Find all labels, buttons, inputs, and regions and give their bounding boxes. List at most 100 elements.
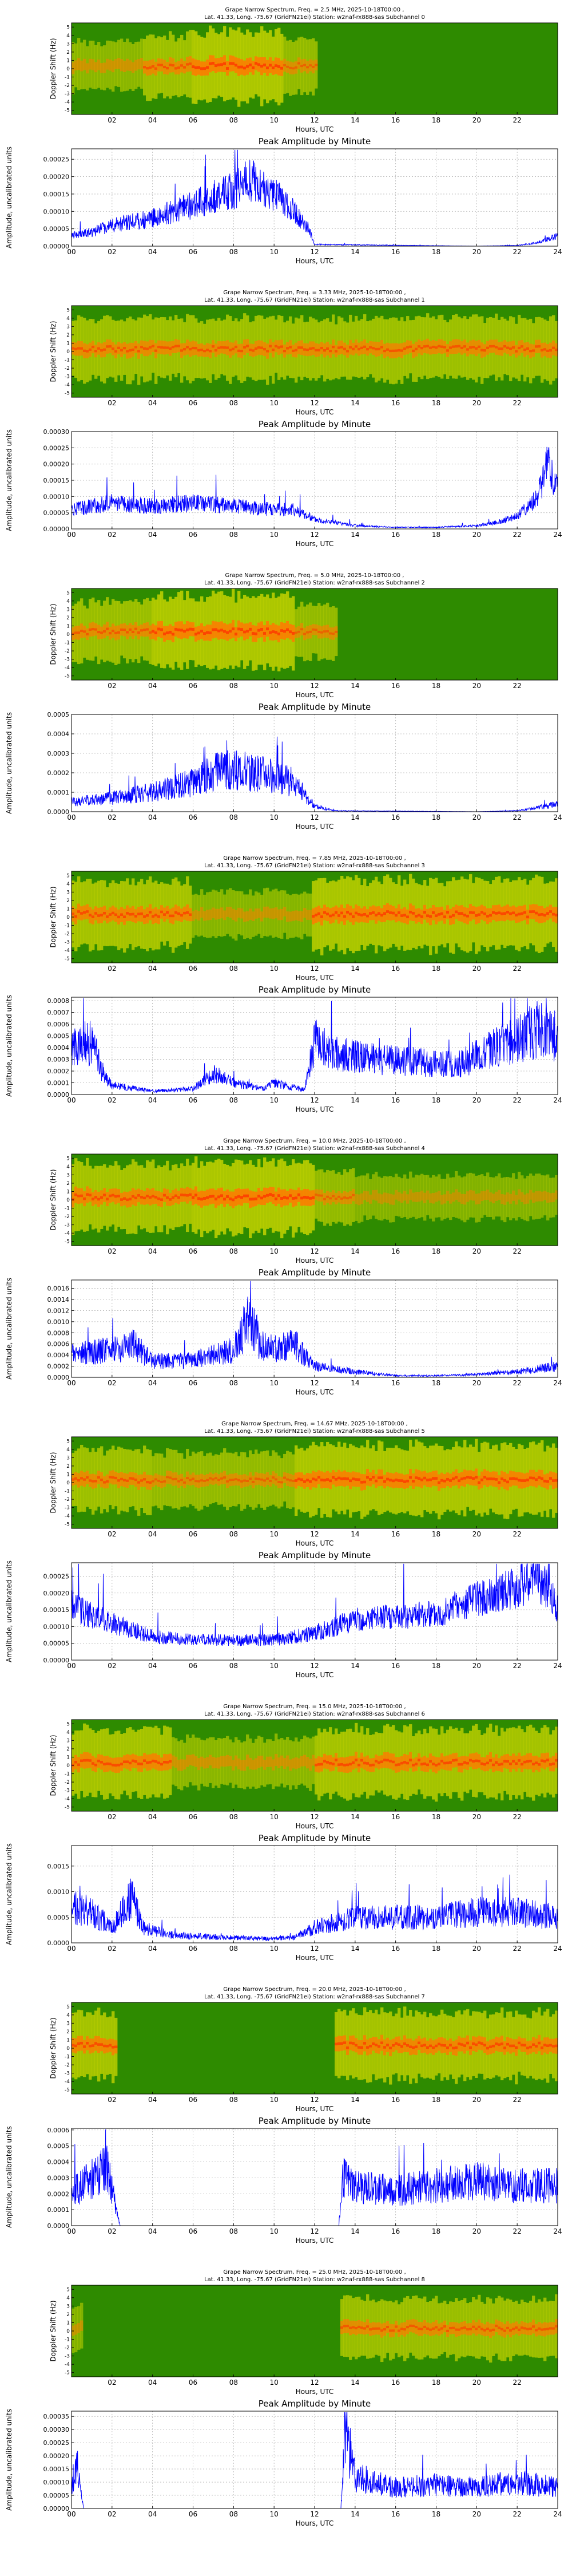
amp-xtick-label: 24	[553, 2227, 562, 2235]
spectrogram-peak	[189, 913, 192, 916]
spectrogram-band	[197, 1758, 201, 1771]
amp-xtick-label: 08	[229, 2227, 238, 2235]
spectrogram-peak	[292, 632, 295, 635]
spectrogram-band	[120, 59, 124, 72]
spectrogram-band	[335, 1193, 338, 1204]
amp-frame	[71, 997, 558, 1095]
spectrogram-peak	[277, 1481, 281, 1483]
spec-xtick-label: 20	[472, 2096, 481, 2104]
spectrogram-peak	[137, 1762, 141, 1765]
spec-ylabel: Doppler Shift (Hz)	[49, 603, 57, 665]
spectrogram-peak	[529, 910, 533, 914]
spectrogram-peak	[134, 1478, 138, 1481]
spectrogram-peak	[263, 1195, 267, 1198]
spectrogram-peak	[92, 915, 95, 918]
spectrogram-peak	[200, 67, 204, 70]
spectrogram-peak	[369, 1478, 372, 1481]
spectrogram-column	[406, 1178, 410, 1220]
spectrogram-peak	[449, 915, 452, 919]
spectrogram-peak	[312, 65, 315, 68]
spectrogram-peak	[409, 1476, 412, 1479]
spectrogram-peak	[521, 912, 524, 915]
spectrogram-peak	[332, 1763, 335, 1765]
spec-xtick-label: 20	[472, 399, 481, 407]
spectrogram-band	[295, 1757, 298, 1769]
amp-ytick-label: 0.0003	[47, 1056, 70, 1064]
spectrogram-peak	[400, 914, 404, 917]
spec-ytick-label: 1	[66, 2320, 70, 2326]
spec-ytick-label: 1	[66, 341, 70, 346]
spectrogram-peak	[420, 346, 424, 350]
spec-xtick-label: 02	[108, 2379, 116, 2387]
spectrogram-peak	[292, 1480, 295, 1482]
amp-ytick-label: 0.00005	[43, 509, 70, 517]
spectrogram-peak	[555, 348, 558, 351]
spectrogram-peak	[337, 2042, 341, 2045]
spectrogram-band	[320, 1190, 324, 1202]
spec-ytick-label: -3	[65, 1506, 70, 1511]
spectrogram-band	[403, 1191, 407, 1201]
spectrogram-peak	[166, 1196, 169, 1199]
spectrogram-peak	[283, 1476, 287, 1479]
amplitude-series-line	[71, 998, 558, 1094]
spectrogram-peak	[286, 65, 289, 68]
spec-xtick-label: 18	[432, 116, 440, 124]
spectrogram-peak	[418, 2041, 421, 2045]
spectrogram-peak	[166, 1761, 169, 1764]
spectrogram-peak	[106, 627, 109, 630]
spectrogram-peak	[249, 1198, 252, 1201]
spectrogram-peak	[203, 1197, 206, 1200]
spectrogram-peak	[343, 2041, 347, 2044]
amp-xtick-label: 10	[270, 1945, 279, 1953]
amp-xtick-label: 08	[229, 248, 238, 256]
spec-ytick-label: -1	[65, 1772, 70, 1777]
amp-xlabel: Hours, UTC	[296, 257, 334, 265]
spectrogram-band	[89, 58, 92, 70]
amp-ytick-label: 0.00000	[43, 1657, 70, 1664]
spectrogram-peak	[349, 1196, 352, 1199]
spectrogram-peak	[317, 630, 321, 633]
spectrogram-peak	[512, 1477, 515, 1480]
amp-xtick-label: 12	[310, 1945, 319, 1953]
spectrogram-band	[323, 625, 327, 638]
amp-ytick-label: 0.0010	[47, 1318, 70, 1326]
spectrogram-peak	[418, 914, 421, 917]
spectrogram-peak	[260, 346, 264, 349]
spectrogram-peak	[395, 1478, 398, 1481]
spectrogram-peak	[469, 2328, 472, 2330]
spec-title-line1: Grape Narrow Spectrum, Freq. = 2.5 MHz, …	[225, 7, 404, 13]
spectrogram-peak	[509, 2329, 513, 2332]
spectrogram-peak	[475, 2328, 478, 2330]
spectrogram-peak	[83, 349, 86, 352]
spectrogram-peak	[283, 64, 287, 66]
spectrogram-peak	[395, 2042, 398, 2045]
spectrogram-peak	[260, 1478, 264, 1481]
spectrogram-peak	[89, 1759, 92, 1762]
amp-xtick-label: 10	[270, 2510, 279, 2518]
spectrogram-peak	[152, 915, 155, 918]
amp-xtick-label: 02	[108, 1662, 116, 1670]
spectrogram-band	[455, 1189, 458, 1200]
spectrogram-peak	[172, 346, 175, 349]
spectrogram-peak	[269, 64, 272, 67]
spectrogram-peak	[329, 632, 332, 635]
spectrogram-column	[369, 1179, 372, 1219]
spectrogram-peak	[429, 1760, 432, 1763]
spectrogram-peak	[426, 2046, 430, 2049]
spectrogram-peak	[418, 1477, 421, 1480]
spec-xtick-label: 14	[351, 1247, 359, 1255]
spectrogram-peak	[112, 347, 115, 350]
spectrogram-peak	[403, 2328, 407, 2331]
spectrogram-peak	[529, 1476, 533, 1480]
amp-xtick-label: 06	[189, 2510, 197, 2518]
spec-xtick-label: 14	[351, 682, 359, 690]
spectrogram-band	[443, 1194, 447, 1204]
spec-ytick-label: 2	[66, 1464, 70, 1469]
spectrogram-peak	[483, 2329, 487, 2332]
spectrogram-peak	[463, 2044, 467, 2047]
spectrogram-band	[240, 1760, 244, 1771]
spectrogram-peak	[500, 2328, 504, 2330]
spectrogram-peak	[183, 911, 186, 915]
spectrogram-band	[266, 1472, 269, 1485]
spectrogram-peak	[335, 630, 338, 633]
